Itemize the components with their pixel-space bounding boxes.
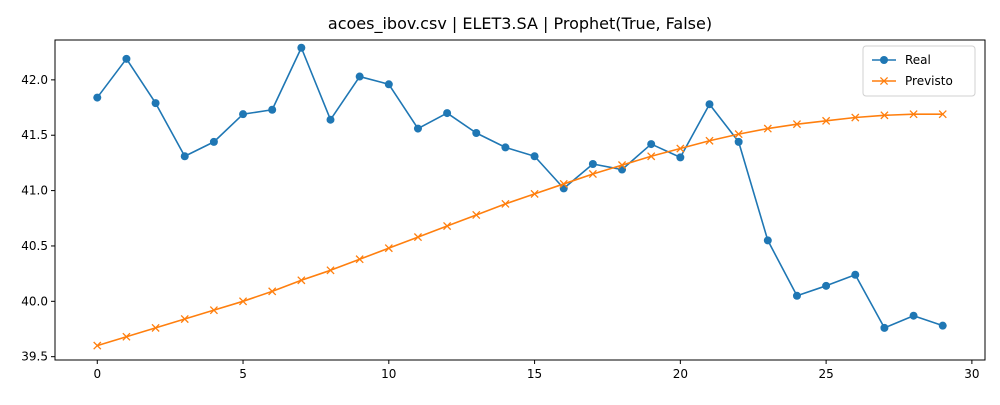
x-tick-label: 0 <box>93 367 101 381</box>
data-point-real <box>647 140 656 149</box>
data-point-previsto <box>355 255 364 264</box>
data-point-real <box>297 43 306 52</box>
data-point-real <box>151 99 160 108</box>
data-point-real <box>209 137 218 146</box>
data-point-real <box>763 236 772 245</box>
y-tick-label: 39.5 <box>21 350 48 364</box>
legend-label-real: Real <box>905 53 931 67</box>
data-point-real <box>122 54 131 63</box>
x-tick-label: 10 <box>381 367 396 381</box>
legend-marker-previsto <box>879 76 889 86</box>
data-point-previsto <box>909 110 918 119</box>
data-point-real <box>880 323 889 332</box>
data-point-previsto <box>588 169 597 179</box>
axes-frame <box>54 39 986 361</box>
data-point-real <box>705 100 714 109</box>
data-point-real <box>472 129 481 138</box>
data-point-previsto <box>209 306 218 315</box>
x-tick-label: 5 <box>239 367 247 381</box>
data-point-real <box>822 281 831 290</box>
legend-label-previsto: Previsto <box>905 74 953 88</box>
data-point-previsto <box>676 144 685 153</box>
data-point-real <box>588 160 597 169</box>
data-point-previsto <box>326 266 335 275</box>
data-point-real <box>355 72 364 81</box>
data-point-previsto <box>472 210 481 220</box>
x-tick-label: 25 <box>818 367 833 381</box>
data-point-previsto <box>822 116 831 125</box>
data-point-previsto <box>734 130 743 139</box>
series-line-previsto <box>97 113 943 347</box>
y-tick-label: 40.0 <box>21 294 48 308</box>
data-point-previsto <box>559 179 568 189</box>
data-point-previsto <box>180 314 189 324</box>
data-point-previsto <box>501 199 510 208</box>
data-point-real <box>676 153 685 162</box>
data-point-real <box>734 137 743 146</box>
legend: Real Previsto <box>862 45 976 97</box>
chart-title: acoes_ibov.csv | ELET3.SA | Prophet(True… <box>328 14 712 34</box>
data-point-previsto <box>443 221 452 231</box>
data-point-previsto <box>530 189 539 198</box>
data-point-real <box>938 321 947 330</box>
y-tick-label: 42.0 <box>21 73 48 87</box>
data-point-real <box>326 115 335 124</box>
data-point-previsto <box>268 287 277 296</box>
data-point-previsto <box>763 124 772 133</box>
data-point-real <box>413 124 422 133</box>
data-point-previsto <box>617 161 627 170</box>
x-tick-label: 15 <box>527 367 542 381</box>
axes: 0 5 10 15 20 25 30 39.5 40.0 40.5 41.0 41.5 42.0 <box>21 39 986 381</box>
y-tick-label: 40.5 <box>21 239 48 253</box>
x-tick-label: 20 <box>673 367 688 381</box>
data-point-real <box>180 152 189 161</box>
data-point-previsto <box>151 323 160 332</box>
data-point-previsto <box>647 152 656 161</box>
legend-marker-real <box>880 56 888 64</box>
data-point-real <box>93 93 102 102</box>
series-line-real <box>96 46 943 329</box>
data-point-real <box>530 152 539 161</box>
data-point-previsto <box>413 233 423 242</box>
data-point-previsto <box>238 297 248 306</box>
data-point-previsto <box>384 244 393 253</box>
data-point-real <box>268 105 277 114</box>
data-point-real <box>384 80 393 89</box>
data-point-previsto <box>93 341 102 350</box>
data-point-previsto <box>938 110 947 119</box>
legend-box <box>862 45 976 97</box>
data-point-previsto <box>851 113 860 122</box>
data-point-real <box>239 110 248 119</box>
y-tick-label: 41.0 <box>21 184 48 198</box>
data-point-previsto <box>122 332 131 341</box>
plot-area <box>93 43 947 350</box>
data-point-real <box>909 311 918 320</box>
data-point-real <box>851 270 860 279</box>
data-point-previsto <box>705 136 714 145</box>
data-point-previsto <box>297 276 306 285</box>
y-tick-label: 41.5 <box>21 128 48 142</box>
data-point-real <box>501 143 510 152</box>
data-point-previsto <box>880 111 889 120</box>
data-point-real <box>443 109 452 118</box>
x-tick-label: 30 <box>964 367 979 381</box>
data-point-previsto <box>792 120 802 129</box>
data-point-real <box>792 291 801 300</box>
